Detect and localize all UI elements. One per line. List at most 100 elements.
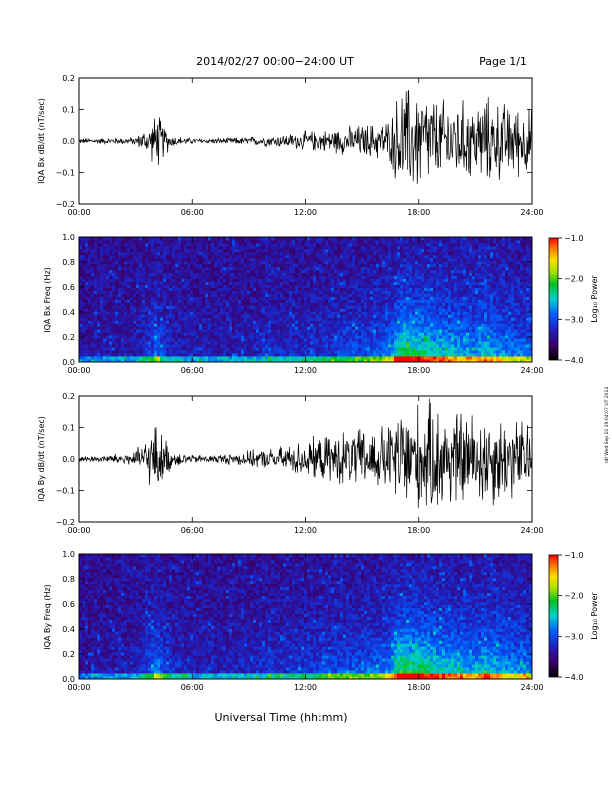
spectrogram-cell bbox=[271, 237, 275, 241]
spectrogram-cell bbox=[106, 284, 110, 288]
spectrogram-cell bbox=[259, 347, 263, 351]
spectrogram-cell bbox=[172, 275, 176, 280]
spectrogram-cell bbox=[94, 332, 98, 336]
spectrogram-cell bbox=[421, 335, 425, 339]
spectrogram-cell bbox=[103, 344, 107, 348]
spectrogram-cell bbox=[253, 275, 257, 280]
spectrogram-cell bbox=[211, 284, 215, 288]
spectrogram-cell bbox=[313, 254, 317, 259]
spectrogram-cell bbox=[424, 272, 428, 277]
spectrogram-cell bbox=[382, 359, 386, 363]
spectrogram-cell bbox=[331, 332, 335, 336]
spectrogram-cell bbox=[97, 257, 101, 262]
spectrogram-cell bbox=[283, 323, 287, 327]
spectrogram-cell bbox=[415, 245, 419, 250]
spectrogram-cell bbox=[313, 347, 317, 351]
spectrogram-cell bbox=[295, 293, 299, 297]
spectrogram-cell bbox=[142, 293, 146, 297]
spectrogram-cell bbox=[265, 293, 269, 297]
spectrogram-cell bbox=[409, 245, 413, 250]
spectrogram-cell bbox=[139, 266, 143, 271]
spectrogram-cell bbox=[148, 281, 152, 286]
spectrogram-cell bbox=[238, 248, 242, 253]
spectrogram-cell bbox=[130, 287, 134, 291]
spectrogram-cell bbox=[322, 254, 326, 259]
spectrogram-cell bbox=[406, 296, 410, 300]
spectrogram-cell bbox=[88, 353, 92, 357]
spectrogram-cell bbox=[112, 290, 116, 294]
spectrogram-cell bbox=[364, 263, 368, 268]
spectrogram-cell bbox=[331, 359, 335, 363]
spectrogram-cell bbox=[346, 329, 350, 333]
spectrogram-cell bbox=[145, 266, 149, 271]
spectrogram-cell bbox=[232, 275, 236, 280]
spectrogram-cell bbox=[265, 266, 269, 271]
spectrogram-cell bbox=[370, 237, 374, 241]
spectrogram-cell bbox=[163, 311, 167, 315]
spectrogram-cell bbox=[151, 239, 155, 244]
spectrogram-cell bbox=[325, 242, 329, 247]
spectrogram-cell bbox=[97, 254, 101, 259]
spectrogram-cell bbox=[289, 314, 293, 318]
spectrogram-cell bbox=[259, 266, 263, 271]
spectrogram-cell bbox=[397, 237, 401, 241]
spectrogram-cell bbox=[235, 278, 239, 283]
spectrogram-cell bbox=[106, 335, 110, 339]
spectrogram-cell bbox=[349, 344, 353, 348]
spectrogram-cell bbox=[91, 344, 95, 348]
spectrogram-cell bbox=[208, 296, 212, 300]
spectrogram-cell bbox=[211, 350, 215, 354]
spectrogram-cell bbox=[253, 272, 257, 277]
spectrogram-cell bbox=[220, 302, 224, 306]
spectrogram-cell bbox=[346, 308, 350, 312]
spectrogram-cell bbox=[421, 347, 425, 351]
spectrogram-cell bbox=[82, 287, 86, 291]
spectrogram-cell bbox=[253, 266, 257, 271]
spectrogram-cell bbox=[373, 287, 377, 291]
spectrogram-cell bbox=[364, 326, 368, 330]
spectrogram-cell bbox=[421, 260, 425, 265]
spectrogram-cell bbox=[424, 278, 428, 283]
spectrogram-cell bbox=[184, 260, 188, 265]
spectrogram-cell bbox=[223, 290, 227, 294]
spectrogram-cell bbox=[307, 263, 311, 268]
spectrogram-cell bbox=[247, 311, 251, 315]
spectrogram-cell bbox=[343, 317, 347, 321]
spectrogram-cell bbox=[271, 239, 275, 244]
spectrogram-cell bbox=[412, 266, 416, 271]
spectrogram-cell bbox=[364, 281, 368, 286]
spectrogram-cell bbox=[139, 287, 143, 291]
spectrogram-cell bbox=[220, 284, 224, 288]
spectrogram-cell bbox=[280, 299, 284, 303]
spectrogram-cell bbox=[190, 326, 194, 330]
spectrogram-cell bbox=[307, 299, 311, 303]
spectrogram-cell bbox=[97, 272, 101, 277]
spectrogram-cell bbox=[172, 263, 176, 268]
spectrogram-cell bbox=[265, 335, 269, 339]
spectrogram-cell bbox=[364, 356, 368, 360]
spectrogram-cell bbox=[337, 257, 341, 262]
spectrogram-cell bbox=[379, 281, 383, 286]
spectrogram-cell bbox=[418, 242, 422, 247]
spectrogram-cell bbox=[160, 260, 164, 265]
spectrogram-cell bbox=[343, 323, 347, 327]
spectrogram-cell bbox=[274, 237, 278, 241]
spectrogram-cell bbox=[226, 332, 230, 336]
spectrogram-cell bbox=[367, 237, 371, 241]
spectrogram-cell bbox=[109, 296, 113, 300]
spectrogram-cell bbox=[232, 326, 236, 330]
spectrogram-cell bbox=[322, 335, 326, 339]
spectrogram-cell bbox=[292, 293, 296, 297]
spectrogram-cell bbox=[430, 284, 434, 288]
spectrogram-cell bbox=[238, 308, 242, 312]
y-tick-label: 0.2 bbox=[62, 74, 75, 83]
spectrogram-cell bbox=[277, 308, 281, 312]
spectrogram-cell bbox=[202, 347, 206, 351]
spectrogram-cell bbox=[145, 245, 149, 250]
spectrogram-cell bbox=[328, 293, 332, 297]
spectrogram-cell bbox=[229, 347, 233, 351]
spectrogram-cell bbox=[409, 248, 413, 253]
spectrogram-cell bbox=[385, 344, 389, 348]
spectrogram-cell bbox=[220, 305, 224, 309]
spectrogram-cell bbox=[376, 266, 380, 271]
